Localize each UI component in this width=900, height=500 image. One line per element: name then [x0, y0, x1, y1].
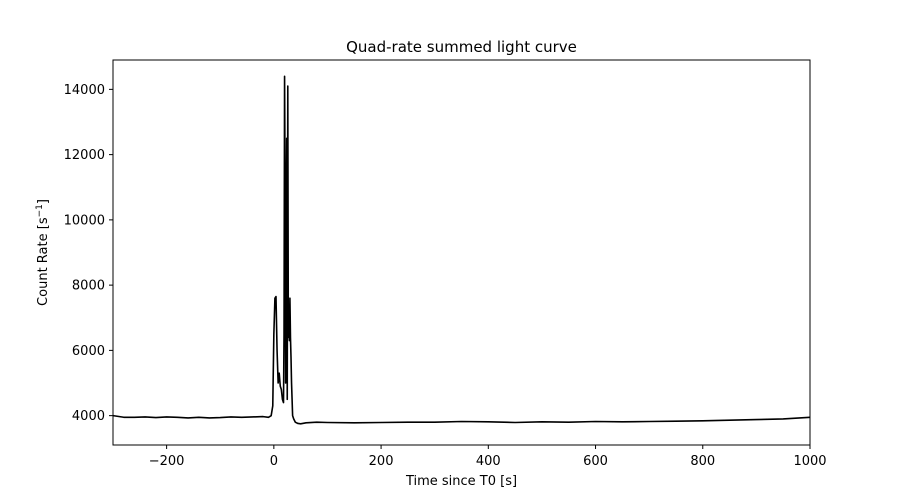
y-tick-label: 4000	[72, 409, 105, 424]
x-tick-label: 800	[690, 454, 715, 469]
y-axis-label-superscript: −1	[35, 204, 45, 217]
plot-frame	[112, 59, 811, 446]
x-tick-label: 600	[583, 454, 608, 469]
x-tick-label: 0	[270, 454, 278, 469]
x-axis-label: Time since T0 [s]	[405, 474, 517, 489]
plot-layer	[112, 75, 811, 425]
y-axis-ticks: 4000 6000 8000 10000 12000 14000	[64, 83, 113, 424]
y-tick-label: 10000	[64, 213, 105, 228]
x-tick-label: 200	[369, 454, 394, 469]
y-axis-label-close: ]	[36, 199, 51, 204]
y-tick-label: 6000	[72, 344, 105, 359]
x-tick-label: −200	[149, 454, 185, 469]
series-line-0	[112, 75, 811, 425]
y-axis-label: Count Rate [s−1]	[35, 199, 51, 306]
y-tick-label: 12000	[64, 148, 105, 163]
x-tick-label: 400	[476, 454, 501, 469]
chart-title: Quad-rate summed light curve	[346, 38, 577, 56]
x-axis-ticks: −200 0 200 400 600 800 1000	[149, 445, 827, 469]
y-tick-label: 8000	[72, 279, 105, 294]
y-tick-label: 14000	[64, 83, 105, 98]
x-tick-label: 1000	[793, 454, 826, 469]
y-axis-label-main: Count Rate [s	[36, 217, 51, 306]
